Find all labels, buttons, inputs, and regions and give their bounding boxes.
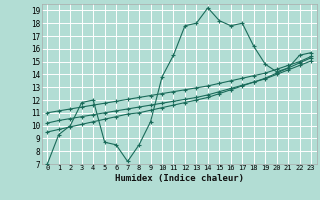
X-axis label: Humidex (Indice chaleur): Humidex (Indice chaleur) bbox=[115, 174, 244, 183]
